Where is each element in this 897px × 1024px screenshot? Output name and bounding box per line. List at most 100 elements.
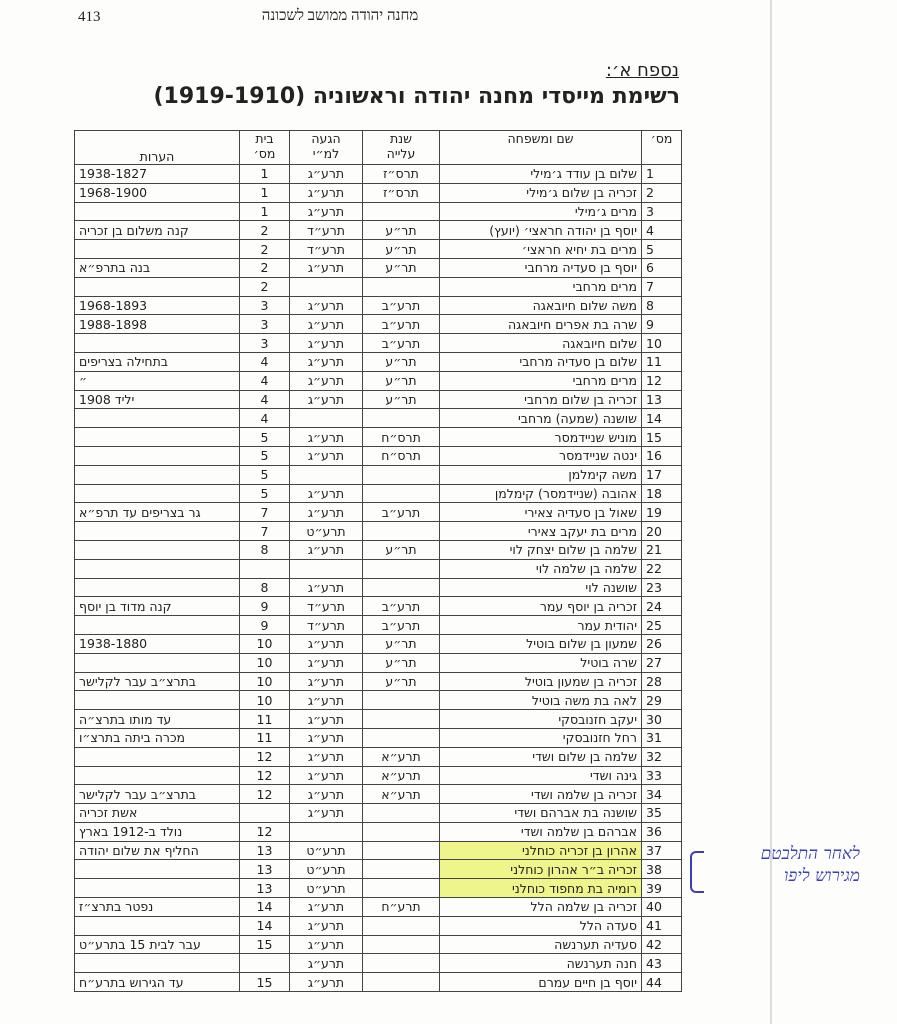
table-row: 13 זכריה בן שלום מרחבי תר״ע תרע״ג 4 יליד 1908 <box>74 389 682 410</box>
handwritten-note: לאחר התלבטם מגירוש ליפו <box>690 843 860 887</box>
cell-name: לאה בת משה בוטיל <box>439 690 642 711</box>
header-house: בית מס׳ <box>239 130 290 165</box>
cell-house-number: 3 <box>239 295 290 316</box>
cell-house-number: 8 <box>239 577 290 598</box>
table-row: 19 שאול בן סעדיה צאירי תרע״ב תרע״ג 7 גר בצריפ… <box>74 502 682 523</box>
cell-arrival-year: תרע״ג <box>289 709 363 729</box>
cell-aliya-year: תר״ע <box>362 257 440 278</box>
cell-house-number: 10 <box>239 690 290 711</box>
table-row: 3 מרים ג׳מילי תרע״ג 1 <box>74 201 682 222</box>
cell-aliya-year <box>362 859 440 880</box>
cell-house-number: 12 <box>239 784 290 805</box>
cell-house-number: 12 <box>239 765 290 786</box>
cell-arrival-year: תרע״ג <box>289 182 363 203</box>
cell-notes <box>74 859 240 880</box>
table-row: 17 משה קימלמן 5 <box>74 464 682 485</box>
cell-house-number: 4 <box>239 389 290 410</box>
cell-name: מרים בת יחיא חראצי׳ <box>439 239 642 259</box>
cell-num: 42 <box>641 934 682 955</box>
cell-notes: נפטר בתרצ״ז <box>74 897 240 917</box>
cell-arrival-year: תרע״ט <box>289 878 363 899</box>
cell-num: 14 <box>641 408 682 429</box>
cell-house-number: 10 <box>239 652 290 673</box>
table-row: 14 שושנה (שמעה) מרחבי 4 <box>74 408 682 429</box>
cell-num: 8 <box>641 295 682 316</box>
cell-num: 43 <box>641 953 682 974</box>
cell-house-number: 1 <box>239 164 290 184</box>
table-row: 28 זכריה בן שמעון בוטיל תר״ע תרע״ג 10 בתרצ״ב … <box>74 671 682 692</box>
cell-notes: 1968-1893 <box>74 295 240 316</box>
cell-house-number: 5 <box>239 464 290 485</box>
cell-house-number: 8 <box>239 539 290 560</box>
cell-name: שושנה (שמעה) מרחבי <box>439 408 642 429</box>
cell-arrival-year: תרע״ג <box>289 577 363 598</box>
handwritten-note-line1: לאחר התלבטם <box>760 844 860 864</box>
cell-num: 16 <box>641 445 682 466</box>
cell-aliya-year: תרע״ב <box>362 502 440 523</box>
cell-num: 29 <box>641 690 682 711</box>
cell-name: יהודית עמר <box>439 615 642 635</box>
header-house-line1: בית <box>255 131 274 147</box>
cell-arrival-year: תרע״ט <box>289 859 363 880</box>
cell-name: אהרון בן זכריה כוחלני <box>439 840 642 861</box>
cell-name: שלום בן עודד ג׳מילי <box>439 164 642 184</box>
table-row: 22 שלמה בן שלמה לוי <box>74 558 682 579</box>
cell-num: 10 <box>641 333 682 353</box>
cell-notes <box>74 558 240 579</box>
cell-house-number: 5 <box>239 445 290 466</box>
cell-num: 39 <box>641 878 682 899</box>
cell-aliya-year: תרע״א <box>362 765 440 786</box>
cell-house-number: 14 <box>239 915 290 936</box>
cell-aliya-year <box>362 464 440 485</box>
cell-notes: קנה משלום בן זכריה <box>74 220 240 241</box>
header-name: שם ומשפחה <box>439 130 642 165</box>
cell-name: שלום בן סעדיה מרחבי <box>439 351 642 372</box>
cell-num: 11 <box>641 351 682 372</box>
cell-num: 17 <box>641 464 682 485</box>
cell-num: 1 <box>641 164 682 184</box>
cell-house-number: 2 <box>239 257 290 278</box>
cell-house-number: 2 <box>239 276 290 297</box>
cell-aliya-year: תר״ע <box>362 239 440 259</box>
cell-notes <box>74 445 240 466</box>
cell-house-number: 10 <box>239 633 290 654</box>
table-row: 5 מרים בת יחיא חראצי׳ תר״ע תרע״ד 2 <box>74 239 682 259</box>
table-row: 4 יוסף בן יהודה חראצי׳ (יועץ) תר״ע תרע״ד 2 קנ… <box>74 220 682 241</box>
cell-arrival-year: תרע״ג <box>289 257 363 278</box>
cell-num: 9 <box>641 314 682 335</box>
cell-arrival-year: תרע״ג <box>289 953 363 974</box>
table-row: 40 זכריה בן שלמה הלל תרע״ח תרע״ג 14 נפטר בתרצ… <box>74 897 682 917</box>
cell-num: 26 <box>641 633 682 654</box>
cell-arrival-year: תרע״ט <box>289 840 363 861</box>
cell-aliya-year <box>362 483 440 504</box>
table-row: 7 מרים מרחבי 2 <box>74 276 682 297</box>
cell-notes: 1938-1827 <box>74 164 240 184</box>
cell-num: 31 <box>641 727 682 748</box>
cell-aliya-year: תרע״ב <box>362 333 440 353</box>
cell-arrival-year <box>289 558 363 579</box>
cell-notes <box>74 521 240 541</box>
cell-arrival-year: תרע״ג <box>289 351 363 372</box>
cell-name: זכריה ב״ר אהרון כוחלני <box>439 859 642 880</box>
table-row: 18 אהובה (שניידמסר) קימלמן תרע״ג 5 <box>74 483 682 504</box>
cell-house-number: 1 <box>239 182 290 203</box>
cell-aliya-year <box>362 727 440 748</box>
table-row: 15 מוניש שניידמסר תרס״ח תרע״ג 5 <box>74 427 682 447</box>
cell-house-number: 5 <box>239 427 290 447</box>
cell-name: מרים מרחבי <box>439 276 642 297</box>
header-arrival-line1: הגעה <box>311 131 341 147</box>
cell-arrival-year: תרע״ד <box>289 596 363 617</box>
table-row: 21 שלמה בן שלום יצחק לוי תר״ע תרע״ג 8 <box>74 539 682 560</box>
cell-arrival-year: תרע״ג <box>289 201 363 222</box>
cell-aliya-year: תר״ע <box>362 539 440 560</box>
table-row: 31 רחל חזנובסקי תרע״ג 11 מכרה ביתה בתרצ״ו <box>74 727 682 748</box>
cell-house-number: 4 <box>239 370 290 391</box>
cell-num: 6 <box>641 257 682 278</box>
table-row: 38 זכריה ב״ר אהרון כוחלני תרע״ט 13 <box>74 859 682 880</box>
cell-name: זכריה בן שמעון בוטיל <box>439 671 642 692</box>
cell-num: 19 <box>641 502 682 523</box>
cell-name: שלום חיובאגה <box>439 333 642 353</box>
cell-num: 33 <box>641 765 682 786</box>
cell-name: ינטה שניידמסר <box>439 445 642 466</box>
cell-notes <box>74 953 240 974</box>
